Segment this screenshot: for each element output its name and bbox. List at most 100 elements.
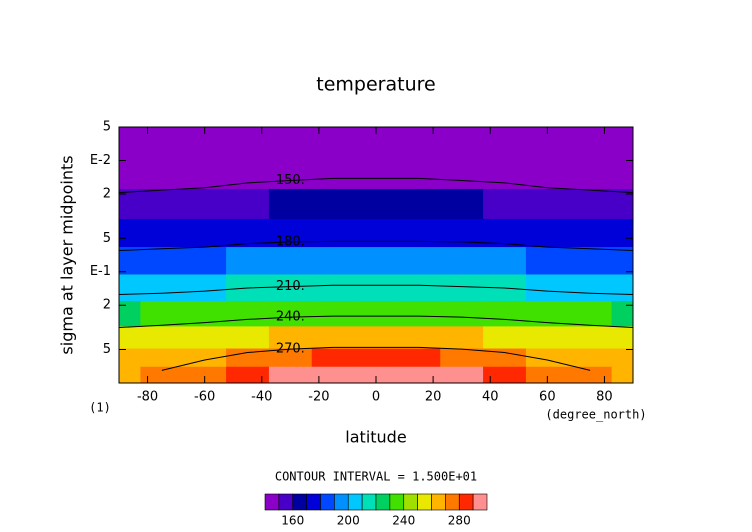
field-cell bbox=[119, 274, 141, 302]
colorbar-box bbox=[445, 493, 460, 511]
field-cell bbox=[119, 301, 141, 327]
field-cell bbox=[568, 366, 613, 384]
contour-label: 210. bbox=[276, 279, 305, 294]
field-cell bbox=[140, 247, 184, 275]
field-cell bbox=[525, 188, 570, 220]
field-cell bbox=[354, 218, 398, 248]
x-tick-label: -40 bbox=[251, 390, 272, 405]
field-cell bbox=[140, 301, 184, 327]
field-cell bbox=[440, 127, 484, 159]
field-cell bbox=[525, 218, 570, 248]
colorbar-box bbox=[264, 493, 280, 511]
field-cell bbox=[525, 366, 570, 384]
field-cell bbox=[483, 301, 527, 327]
field-cell bbox=[268, 326, 313, 350]
colorbar-box bbox=[292, 493, 307, 511]
colorbar-box bbox=[361, 493, 377, 511]
x-tick-label: -20 bbox=[308, 390, 329, 405]
field-cell bbox=[140, 158, 184, 190]
field-cell bbox=[611, 218, 634, 248]
colorbar-box bbox=[431, 493, 446, 511]
field-cell bbox=[226, 301, 270, 327]
field-cell bbox=[440, 274, 484, 302]
field-cell bbox=[354, 247, 398, 275]
colorbar-tick-label: 240 bbox=[392, 514, 415, 528]
field-cell bbox=[568, 247, 613, 275]
contour-line bbox=[118, 177, 634, 194]
field-cell bbox=[611, 274, 634, 302]
field-cell bbox=[119, 326, 141, 350]
colorbar-tick-label: 280 bbox=[448, 514, 471, 528]
contour-line bbox=[118, 240, 634, 252]
field-cell bbox=[119, 247, 141, 275]
field-cell bbox=[525, 247, 570, 275]
field-cell bbox=[311, 247, 356, 275]
y-tick-label: 2 bbox=[103, 298, 111, 313]
field-cell bbox=[268, 158, 313, 190]
field-cell bbox=[611, 158, 634, 190]
field-cell bbox=[397, 188, 441, 220]
y-tick-label: E-1 bbox=[90, 264, 111, 279]
field-cell bbox=[183, 158, 227, 190]
field-cell bbox=[568, 301, 613, 327]
field-cell bbox=[268, 274, 313, 302]
field-cell bbox=[611, 127, 634, 159]
field-cell bbox=[568, 326, 613, 350]
field-cell bbox=[611, 301, 634, 327]
field-cell bbox=[268, 366, 313, 384]
field-cell bbox=[183, 274, 227, 302]
field-cell bbox=[440, 247, 484, 275]
field-cell bbox=[397, 158, 441, 190]
field-cell bbox=[226, 366, 270, 384]
field-cell bbox=[183, 247, 227, 275]
field-cell bbox=[311, 301, 356, 327]
field-cell bbox=[140, 366, 184, 384]
chart-title: temperature bbox=[316, 74, 435, 96]
field-cell bbox=[525, 326, 570, 350]
x-tick-label: 40 bbox=[482, 390, 499, 405]
x-axis-label: latitude bbox=[345, 428, 406, 447]
field-cell bbox=[119, 218, 141, 248]
field-cell bbox=[354, 366, 398, 384]
field-cell bbox=[183, 348, 227, 368]
x-tick-label: 0 bbox=[372, 390, 380, 405]
field-cell bbox=[183, 218, 227, 248]
field-cell bbox=[440, 158, 484, 190]
field-cell bbox=[140, 127, 184, 159]
field-cell bbox=[611, 366, 634, 384]
field-cell bbox=[440, 218, 484, 248]
field-cell bbox=[140, 188, 184, 220]
x-tick-label: 60 bbox=[539, 390, 556, 405]
field-cell bbox=[183, 188, 227, 220]
field-cell bbox=[568, 188, 613, 220]
field-cell bbox=[119, 348, 141, 368]
field-cell bbox=[525, 274, 570, 302]
field-cell bbox=[268, 247, 313, 275]
field-cell bbox=[226, 247, 270, 275]
field-cell bbox=[183, 326, 227, 350]
field-cell bbox=[226, 348, 270, 368]
y-tick-label: E-2 bbox=[90, 153, 111, 168]
field-cell bbox=[525, 158, 570, 190]
field-cell bbox=[354, 301, 398, 327]
field-cell bbox=[440, 348, 484, 368]
field-cell bbox=[354, 326, 398, 350]
x-tick-label: -80 bbox=[137, 390, 158, 405]
field-cell bbox=[119, 127, 141, 159]
field-cell bbox=[354, 158, 398, 190]
field-cell bbox=[226, 326, 270, 350]
field-cell bbox=[397, 274, 441, 302]
field-cell bbox=[483, 366, 527, 384]
colorbar-tick-label: 160 bbox=[281, 514, 304, 528]
contour-label: 270. bbox=[276, 342, 305, 357]
colorbar-box bbox=[472, 493, 488, 511]
field-cell bbox=[611, 188, 634, 220]
contour-interval: CONTOUR INTERVAL = 1.500E+01 bbox=[275, 470, 477, 484]
contour-label: 150. bbox=[276, 173, 305, 188]
field-cell bbox=[311, 188, 356, 220]
field-cell bbox=[483, 348, 527, 368]
field-cell bbox=[268, 127, 313, 159]
field-cell bbox=[311, 366, 356, 384]
x-tick-label: -60 bbox=[194, 390, 215, 405]
